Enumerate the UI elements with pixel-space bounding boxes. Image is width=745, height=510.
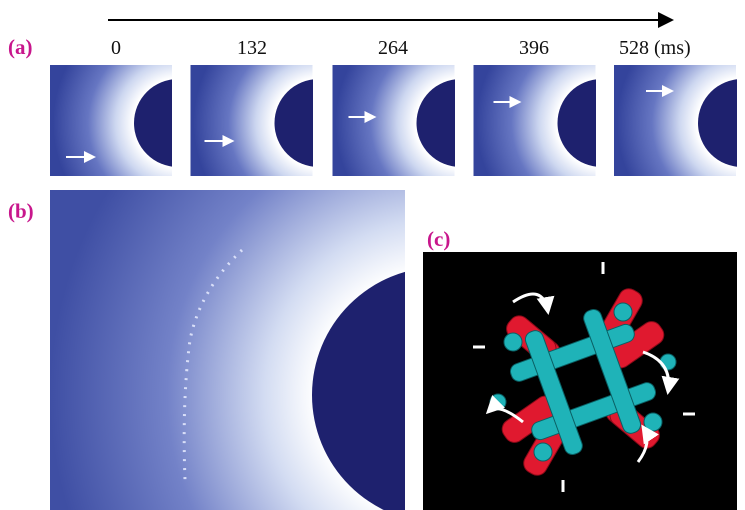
panel-label: (c) xyxy=(427,227,450,251)
figure: (a) 0 132 264 396 528 (ms) (b) (c) xyxy=(0,0,745,510)
panel-c-image xyxy=(423,252,737,510)
time-label: 264 xyxy=(378,37,408,59)
frames xyxy=(50,65,745,176)
time-label: 132 xyxy=(237,37,267,59)
panel-label: (b) xyxy=(8,199,34,223)
time-label: 528 (ms) xyxy=(619,37,691,59)
frame xyxy=(614,65,745,176)
time-label: 0 xyxy=(111,37,121,59)
time-label: 396 xyxy=(519,37,549,59)
panel-label: (a) xyxy=(8,35,33,59)
